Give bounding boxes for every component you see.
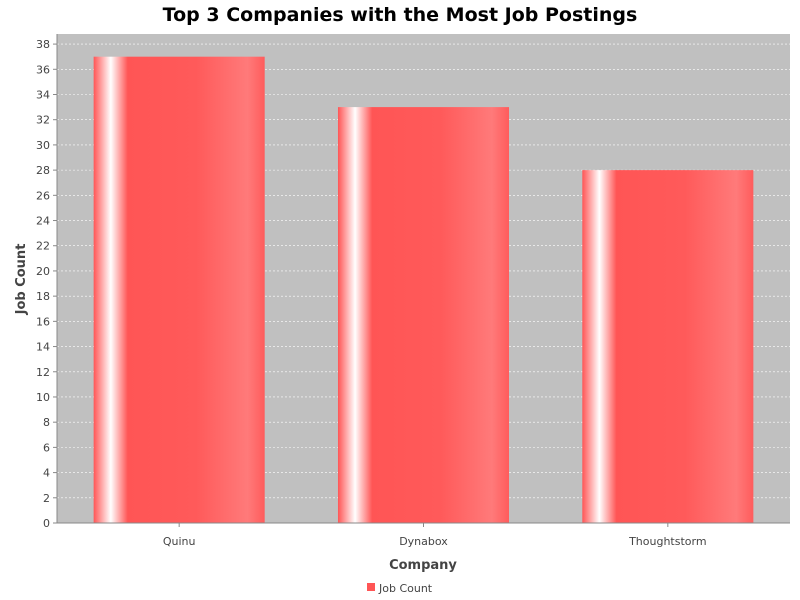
x-tick-label: Thoughtstorm xyxy=(628,535,706,548)
legend-label: Job Count xyxy=(378,582,433,595)
x-axis-label: Company xyxy=(389,558,457,573)
y-tick-label: 8 xyxy=(43,416,50,429)
y-tick-label: 16 xyxy=(36,315,50,328)
y-tick-label: 28 xyxy=(36,164,50,177)
y-tick-label: 10 xyxy=(36,391,50,404)
legend-swatch xyxy=(367,583,375,591)
y-tick-label: 30 xyxy=(36,139,50,152)
bar-dynabox xyxy=(337,107,510,524)
y-tick-label: 22 xyxy=(36,240,50,253)
y-tick-label: 4 xyxy=(43,467,50,480)
x-tick-label: Dynabox xyxy=(399,535,448,548)
y-tick-label: 12 xyxy=(36,366,50,379)
y-tick-label: 36 xyxy=(36,63,50,76)
y-tick-label: 20 xyxy=(36,265,50,278)
y-tick-label: 6 xyxy=(43,441,50,454)
chart-title: Top 3 Companies with the Most Job Postin… xyxy=(163,4,638,26)
y-tick-label: 14 xyxy=(36,341,50,354)
y-tick-label: 26 xyxy=(36,189,50,202)
y-axis-label: Job Count xyxy=(14,244,29,316)
y-tick-label: 34 xyxy=(36,88,50,101)
y-tick-label: 24 xyxy=(36,215,50,228)
y-tick-label: 0 xyxy=(43,517,50,530)
y-tick-label: 38 xyxy=(36,38,50,51)
y-tick-label: 32 xyxy=(36,114,50,127)
legend: Job Count xyxy=(367,582,433,595)
x-tick-label: Quinu xyxy=(163,535,196,548)
bar-thoughtstorm xyxy=(582,170,754,523)
y-tick-label: 18 xyxy=(36,290,50,303)
bar-quinu xyxy=(93,56,265,523)
y-tick-label: 2 xyxy=(43,492,50,505)
x-axis-ticks: Quinu Dynabox Thoughtstorm xyxy=(163,523,707,548)
bars xyxy=(93,56,754,524)
